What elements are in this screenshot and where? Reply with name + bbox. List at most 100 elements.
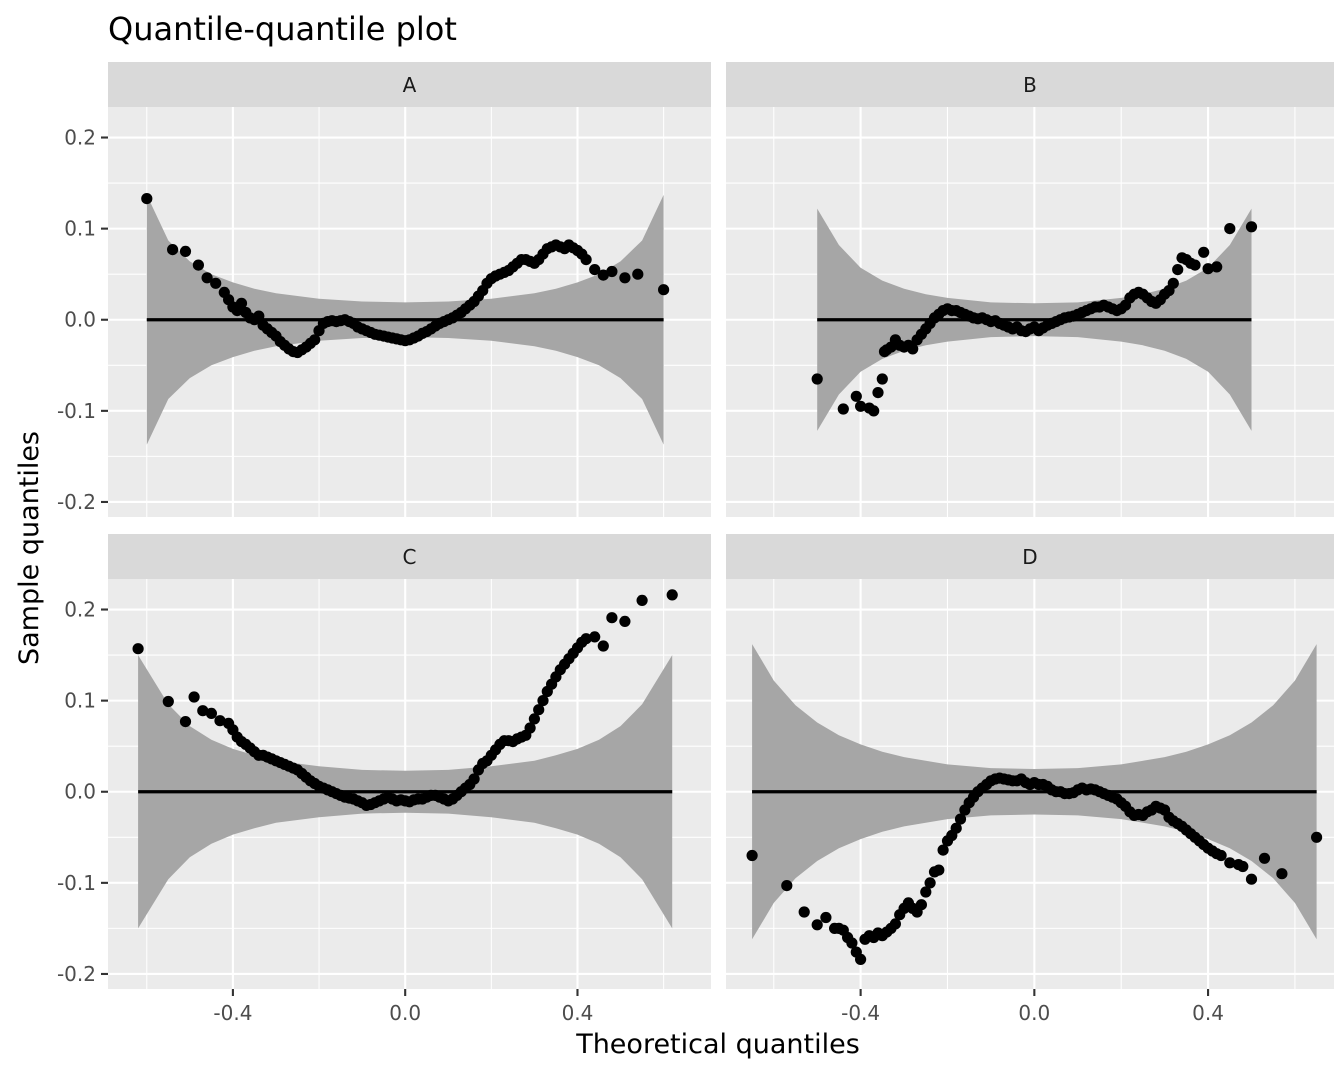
facet-panel-a: A -0.2 -0.1 0.0 0.1 0.2 [57, 62, 711, 517]
data-point [855, 953, 867, 966]
data-point [868, 405, 880, 417]
data-point [167, 244, 179, 256]
data-point [954, 813, 967, 825]
facet-panel-d: D -0.4 0.0 0.4 [726, 534, 1334, 1025]
data-point [528, 713, 541, 725]
data-point [889, 918, 902, 930]
data-point [915, 899, 928, 911]
data-point [950, 822, 962, 834]
facet-strip [726, 534, 1334, 579]
facet-panels: A -0.2 -0.1 0.0 0.1 0.2 B C -0.2 -0.1 0.0 0.1 0.2 -0.… [57, 62, 1334, 1025]
x-tick-label: 0.0 [1018, 1001, 1050, 1025]
data-point [850, 390, 862, 402]
facet-strip-label: B [1023, 73, 1037, 97]
data-point [1258, 852, 1271, 864]
data-point [820, 911, 832, 924]
data-point [920, 886, 932, 898]
data-point [1245, 221, 1258, 233]
data-point [636, 594, 648, 607]
data-point [1198, 246, 1210, 258]
data-point [1237, 860, 1249, 873]
data-point [589, 264, 601, 276]
y-tick-label: 0.0 [64, 780, 96, 804]
data-point [580, 633, 592, 645]
x-tick-label: 0.0 [389, 1001, 421, 1025]
data-point [1215, 849, 1227, 862]
y-tick-label: 0.2 [64, 598, 96, 622]
data-point [179, 716, 192, 728]
facet-strip-label: D [1022, 545, 1037, 569]
data-point [1189, 259, 1201, 271]
data-point [1211, 261, 1223, 273]
data-point [606, 612, 618, 624]
data-point [811, 373, 823, 385]
data-point [846, 937, 858, 949]
data-point [872, 387, 884, 399]
y-tick-label: 0.1 [64, 217, 96, 241]
data-point [1276, 868, 1288, 880]
data-point [580, 254, 592, 266]
data-point [132, 643, 144, 655]
data-point [141, 193, 153, 205]
data-point [619, 272, 631, 284]
y-tick-label: -0.1 [57, 399, 96, 423]
facet-panel-c: C -0.2 -0.1 0.0 0.1 0.2 -0.4 0.0 0.4 [57, 534, 711, 1025]
data-point [524, 722, 536, 734]
data-point [666, 589, 678, 601]
data-point [235, 297, 248, 309]
data-point [811, 919, 823, 931]
y-tick-label: 0.0 [64, 308, 96, 332]
data-point [658, 284, 670, 296]
y-tick-label: 0.1 [64, 689, 96, 713]
data-point [876, 373, 888, 385]
data-point [1311, 831, 1323, 843]
facet-strip-label: A [403, 73, 417, 97]
data-point [253, 310, 265, 322]
data-point [907, 343, 919, 355]
data-point [201, 272, 213, 284]
plot-title: Quantile-quantile plot [108, 10, 457, 48]
data-point [798, 906, 810, 918]
y-tick-label: 0.2 [64, 126, 96, 150]
facet-panel-b: B [726, 62, 1334, 517]
data-point [597, 269, 609, 281]
facet-strip [108, 534, 711, 579]
data-point [205, 707, 217, 720]
data-point [937, 844, 949, 856]
data-point [188, 691, 200, 703]
data-point [781, 880, 793, 892]
y-tick-label: -0.1 [57, 871, 96, 895]
x-tick-label: 0.4 [562, 1001, 594, 1025]
facet-strip [108, 62, 711, 107]
data-point [1202, 263, 1214, 275]
data-point [933, 864, 945, 876]
facet-strip-label: C [403, 545, 417, 569]
data-point [1245, 873, 1258, 885]
data-point [162, 695, 174, 708]
data-point [746, 849, 758, 862]
y-tick-label: -0.2 [57, 962, 96, 986]
data-point [1224, 223, 1236, 235]
y-axis-title: Sample quantiles [14, 431, 45, 665]
data-point [537, 695, 549, 707]
data-point [606, 265, 618, 278]
y-tick-label: -0.2 [57, 490, 96, 514]
x-tick-label: -0.4 [213, 1001, 252, 1025]
data-point [589, 631, 601, 643]
x-tick-label: -0.4 [841, 1001, 880, 1025]
data-point [619, 615, 631, 628]
x-axis-title: Theoretical quantiles [575, 1029, 860, 1060]
data-point [210, 277, 222, 289]
data-point [179, 245, 192, 257]
data-point [1167, 277, 1179, 289]
data-point [214, 715, 226, 727]
data-point [197, 705, 209, 717]
data-point [1224, 857, 1236, 869]
data-point [855, 400, 867, 412]
data-point [192, 259, 204, 271]
x-tick-label: 0.4 [1192, 1001, 1224, 1025]
data-point [597, 640, 609, 652]
data-point [924, 877, 936, 889]
data-point [309, 334, 321, 346]
